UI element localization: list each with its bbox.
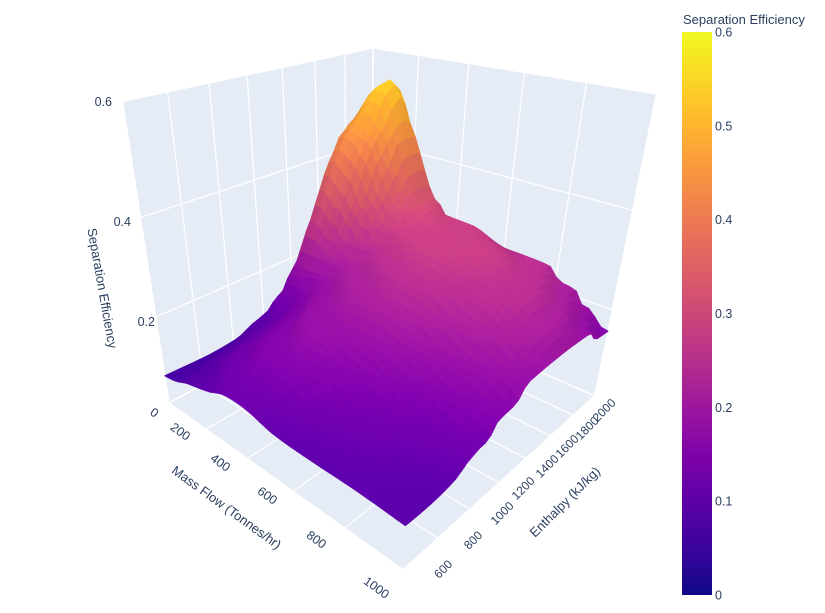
svg-text:0.4: 0.4: [114, 215, 131, 229]
svg-text:0.4: 0.4: [715, 213, 732, 227]
svg-text:0.2: 0.2: [138, 315, 155, 329]
svg-text:0.1: 0.1: [715, 495, 732, 509]
svg-text:0: 0: [715, 589, 722, 603]
svg-text:Separation Efficiency: Separation Efficiency: [683, 12, 805, 27]
svg-text:0.2: 0.2: [715, 401, 732, 415]
svg-text:0.3: 0.3: [715, 307, 732, 321]
svg-text:0.6: 0.6: [95, 95, 112, 109]
svg-text:0.6: 0.6: [715, 26, 732, 40]
svg-text:0.5: 0.5: [715, 119, 732, 133]
